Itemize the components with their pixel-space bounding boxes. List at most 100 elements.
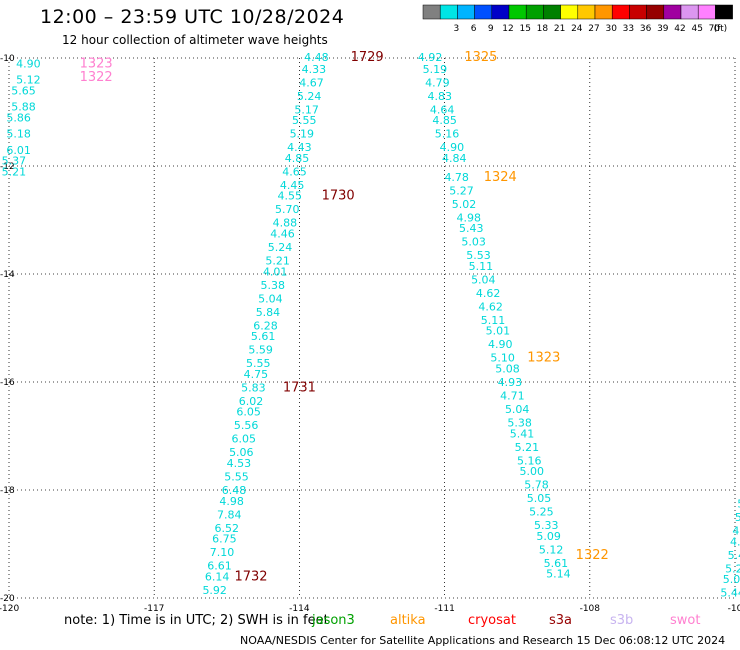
wave-height-label: 4.01	[263, 265, 288, 278]
wave-height-label: 5.86	[6, 111, 31, 124]
lat-tick-label: -12	[0, 162, 15, 172]
wave-height-label: 6.52	[215, 522, 240, 535]
wave-height-label: 4.62	[478, 300, 503, 313]
wave-height-label: 5.24	[268, 241, 293, 254]
lon-tick-label: -117	[144, 604, 164, 614]
color-legend: 3 6 9 12 15 18 21 24 27 30 33 36 39 42 45 70(ft)	[422, 4, 733, 34]
wave-height-label: 5.38	[507, 417, 532, 430]
wave-height-label: 5.84	[256, 306, 281, 319]
legend-label: 15	[519, 24, 530, 34]
satellite-name-cryosat: cryosat	[468, 613, 516, 628]
wave-height-label: 4.60	[732, 525, 740, 538]
wave-height-label: 4.75	[244, 368, 269, 381]
satellite-name-s3a: s3a	[549, 613, 573, 628]
wave-height-label: 5.02	[452, 198, 477, 211]
legend-label: 9	[488, 24, 494, 34]
wave-height-label: 5.56	[234, 419, 259, 432]
wave-height-label: 4.46	[270, 228, 295, 241]
legend-label: 33	[623, 24, 634, 34]
legend-label: 39	[657, 24, 669, 34]
wave-height-label: 5.24	[297, 90, 322, 103]
wave-height-label: 5.04	[258, 292, 283, 305]
wave-height-label: 6.05	[231, 433, 256, 446]
legend-label: 3	[454, 24, 460, 34]
map-subtitle: 12 hour collection of altimeter wave hei…	[62, 33, 328, 47]
wave-height-label: 4.83	[428, 90, 453, 103]
lon-tick-label: -111	[434, 604, 454, 614]
wave-height-label: 6.28	[253, 319, 278, 332]
legend-label: 6	[471, 24, 477, 34]
wave-height-label: 4.78	[444, 171, 469, 184]
legend-label: 24	[571, 24, 583, 34]
wave-height-label: 5.11	[469, 260, 494, 273]
time-stamp-label: 1322	[576, 548, 609, 563]
wave-height-label: 4.45	[280, 179, 305, 192]
wave-height-label: 6.05	[236, 406, 261, 419]
wave-height-label: 5.27	[449, 184, 474, 197]
wave-height-label: 5.11	[481, 314, 506, 327]
map-title: 12:00 – 23:59 UTC 10/28/2024	[40, 6, 345, 28]
lat-tick-label: -14	[0, 270, 15, 280]
wave-height-label: 5.12	[539, 543, 564, 556]
wave-height-label: 5.19	[290, 128, 315, 141]
wave-height-label: 5.44	[720, 587, 740, 600]
wave-height-label: 5.78	[524, 479, 549, 492]
time-stamp-label: 1730	[322, 189, 355, 204]
wave-height-label: 5.88	[11, 101, 36, 114]
wave-height-label: 5.16	[435, 128, 460, 141]
lat-tick-label: -10	[0, 54, 15, 64]
axis-labels: -120 -117 -114 -111 -108 -10 -10 -12 -14 -16 -18 -2…	[0, 54, 740, 614]
time-stamp-label: 1323	[527, 351, 560, 366]
lat-lon-grid	[8, 57, 736, 599]
wave-height-label: 5.21	[265, 255, 290, 268]
wave-height-label: 5.06	[229, 446, 254, 459]
wave-height-label: 4.71	[500, 390, 525, 403]
wave-height-label: 5.03	[723, 573, 740, 586]
wave-height-label: 5.28	[725, 562, 740, 575]
wave-height-label: 5.06	[735, 511, 740, 524]
lon-tick-label: -120	[0, 604, 19, 614]
wave-height-label: 5.61	[251, 330, 276, 343]
wave-height-label: 5.70	[275, 203, 300, 216]
time-stamp-label: 1322	[80, 70, 113, 85]
footer-note: note: 1) Time is in UTC; 2) SWH is in fe…	[64, 613, 329, 628]
legend-label: 70	[709, 24, 721, 34]
wave-height-label: 7.10	[210, 546, 235, 559]
wave-height-label: 4.65	[282, 165, 307, 178]
time-stamp-label: 1324	[484, 170, 517, 185]
wave-height-label: 4.62	[476, 287, 501, 300]
wave-height-label: 5.37	[2, 155, 27, 168]
wave-height-label: 5.01	[486, 325, 511, 338]
wave-height-label: 5.09	[536, 530, 561, 543]
legend-label: 27	[588, 24, 599, 34]
wave-height-label: 4.66	[730, 535, 740, 548]
time-stamp-label: 1325	[464, 50, 497, 65]
wave-height-label: 5.03	[461, 236, 486, 249]
wave-height-label: 4.84	[442, 152, 467, 165]
lon-tick-label: -10	[728, 604, 740, 614]
wave-height-label: 4.85	[432, 114, 457, 127]
wave-height-label: 4.85	[285, 152, 310, 165]
wave-height-label: 5.38	[261, 279, 286, 292]
wave-height-label: 5.19	[423, 63, 448, 76]
wave-height-label: 4.93	[498, 376, 523, 389]
wave-height-label: 6.14	[205, 570, 230, 583]
lat-tick-label: -18	[0, 486, 15, 496]
wave-height-label: 4.92	[418, 51, 443, 64]
satellite-tracks: 4.905.125.655.885.865.186.015.375.211323…	[2, 50, 740, 600]
time-stamp-label: 1729	[351, 50, 384, 65]
wave-height-label: 4.90	[440, 141, 465, 154]
lat-tick-label: -20	[0, 594, 15, 604]
legend-label: 12	[502, 24, 513, 34]
legend-label: 18	[537, 24, 549, 34]
wave-height-label: 5.16	[517, 454, 542, 467]
wave-height-label: 5.33	[534, 519, 559, 532]
satellite-name-swot: swot	[670, 613, 701, 628]
wave-height-label: 4.79	[425, 76, 450, 89]
wave-height-label: 5.83	[241, 381, 266, 394]
wave-height-label: 4.33	[302, 63, 327, 76]
wave-height-label: 5.59	[248, 344, 273, 357]
wave-height-label: 4.90	[488, 338, 513, 351]
satellite-name-altika: altika	[390, 613, 426, 628]
